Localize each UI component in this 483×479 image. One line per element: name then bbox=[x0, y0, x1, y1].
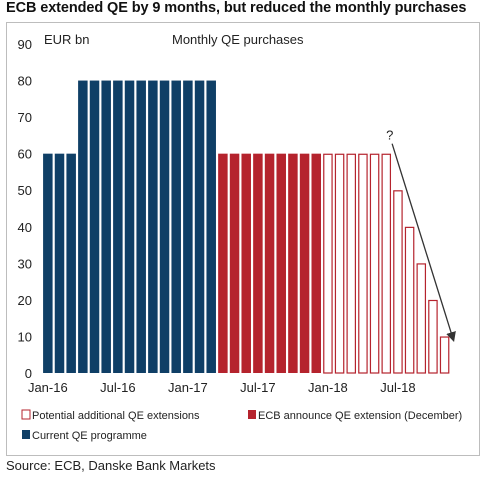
bar-dec-17 bbox=[311, 153, 321, 373]
bar-oct-17 bbox=[288, 153, 298, 373]
bar-mar-18 bbox=[346, 153, 357, 374]
bar-jul-16 bbox=[113, 80, 123, 374]
bar-nov-17 bbox=[299, 153, 310, 373]
chart-subtitle: Monthly QE purchases bbox=[172, 32, 304, 47]
bar-jun-16 bbox=[101, 80, 111, 374]
bar-sep-18 bbox=[416, 263, 427, 374]
bar-jul-18 bbox=[393, 190, 403, 374]
bar-may-18 bbox=[369, 153, 380, 374]
y-tick-label: 10 bbox=[18, 329, 32, 344]
bar-jun-17 bbox=[241, 153, 251, 373]
x-tick-label: Jan-17 bbox=[168, 380, 208, 395]
chart-frame bbox=[6, 22, 480, 456]
legend-swatch-current bbox=[22, 430, 30, 439]
bar-dec-16 bbox=[171, 80, 181, 374]
bars-group bbox=[43, 80, 450, 374]
y-tick-label: 0 bbox=[25, 366, 32, 381]
legend-swatch-announced bbox=[248, 410, 256, 419]
bar-oct-18 bbox=[428, 299, 438, 374]
bar-sep-17 bbox=[276, 153, 286, 373]
bar-mar-16 bbox=[66, 153, 76, 373]
y-tick-label: 30 bbox=[18, 256, 32, 271]
bar-nov-16 bbox=[159, 80, 170, 374]
bar-oct-16 bbox=[148, 80, 158, 374]
bar-apr-17 bbox=[218, 153, 228, 373]
x-tick-label: Jan-18 bbox=[308, 380, 348, 395]
legend-swatch-potential bbox=[21, 409, 31, 420]
bar-aug-17 bbox=[264, 153, 275, 373]
bar-sep-16 bbox=[136, 80, 146, 374]
bar-feb-16 bbox=[54, 153, 65, 373]
y-tick-label: 20 bbox=[18, 293, 32, 308]
unit-label: EUR bn bbox=[44, 32, 90, 47]
bar-apr-16 bbox=[78, 80, 88, 374]
y-tick-label: 50 bbox=[18, 183, 32, 198]
legend-label-potential: Potential additional QE extensions bbox=[32, 410, 200, 422]
bar-may-16 bbox=[89, 80, 100, 374]
y-tick-label: 90 bbox=[18, 37, 32, 52]
x-axis-ticks: Jan-16 Jul-16 Jan-17 Jul-17 Jan-18 Jul-18 bbox=[28, 380, 416, 395]
bar-jul-17 bbox=[253, 153, 263, 373]
legend-label-announced: ECB announce QE extension (December) bbox=[258, 410, 462, 422]
question-mark-annotation: ? bbox=[386, 128, 393, 143]
y-tick-label: 40 bbox=[18, 220, 32, 235]
x-tick-label: Jul-17 bbox=[240, 380, 275, 395]
bar-jan-17 bbox=[183, 80, 193, 374]
x-tick-label: Jul-16 bbox=[100, 380, 135, 395]
bar-apr-18 bbox=[358, 153, 368, 374]
legend: Potential additional QE extensions ECB a… bbox=[21, 409, 462, 442]
y-tick-label: 80 bbox=[18, 74, 32, 89]
bar-aug-16 bbox=[124, 80, 135, 374]
bar-jan-18 bbox=[323, 153, 333, 374]
y-axis-ticks: 0 10 20 30 40 50 60 70 80 90 bbox=[18, 37, 32, 381]
bar-may-17 bbox=[229, 153, 240, 373]
bar-nov-18 bbox=[439, 336, 450, 374]
y-tick-label: 70 bbox=[18, 110, 32, 125]
legend-label-current: Current QE programme bbox=[32, 430, 147, 442]
y-tick-label: 60 bbox=[18, 147, 32, 162]
source-note: Source: ECB, Danske Bank Markets bbox=[6, 458, 216, 473]
bar-jun-18 bbox=[381, 153, 392, 374]
x-tick-label: Jul-18 bbox=[380, 380, 415, 395]
chart-title-header: ECB extended QE by 9 months, but reduced… bbox=[6, 0, 467, 16]
decline-arrow bbox=[391, 143, 456, 343]
bar-feb-18 bbox=[334, 153, 345, 374]
bar-aug-18 bbox=[404, 226, 415, 374]
bar-feb-17 bbox=[194, 80, 205, 374]
x-tick-label: Jan-16 bbox=[28, 380, 68, 395]
bar-jan-16 bbox=[43, 153, 53, 373]
bar-mar-17 bbox=[206, 80, 216, 374]
